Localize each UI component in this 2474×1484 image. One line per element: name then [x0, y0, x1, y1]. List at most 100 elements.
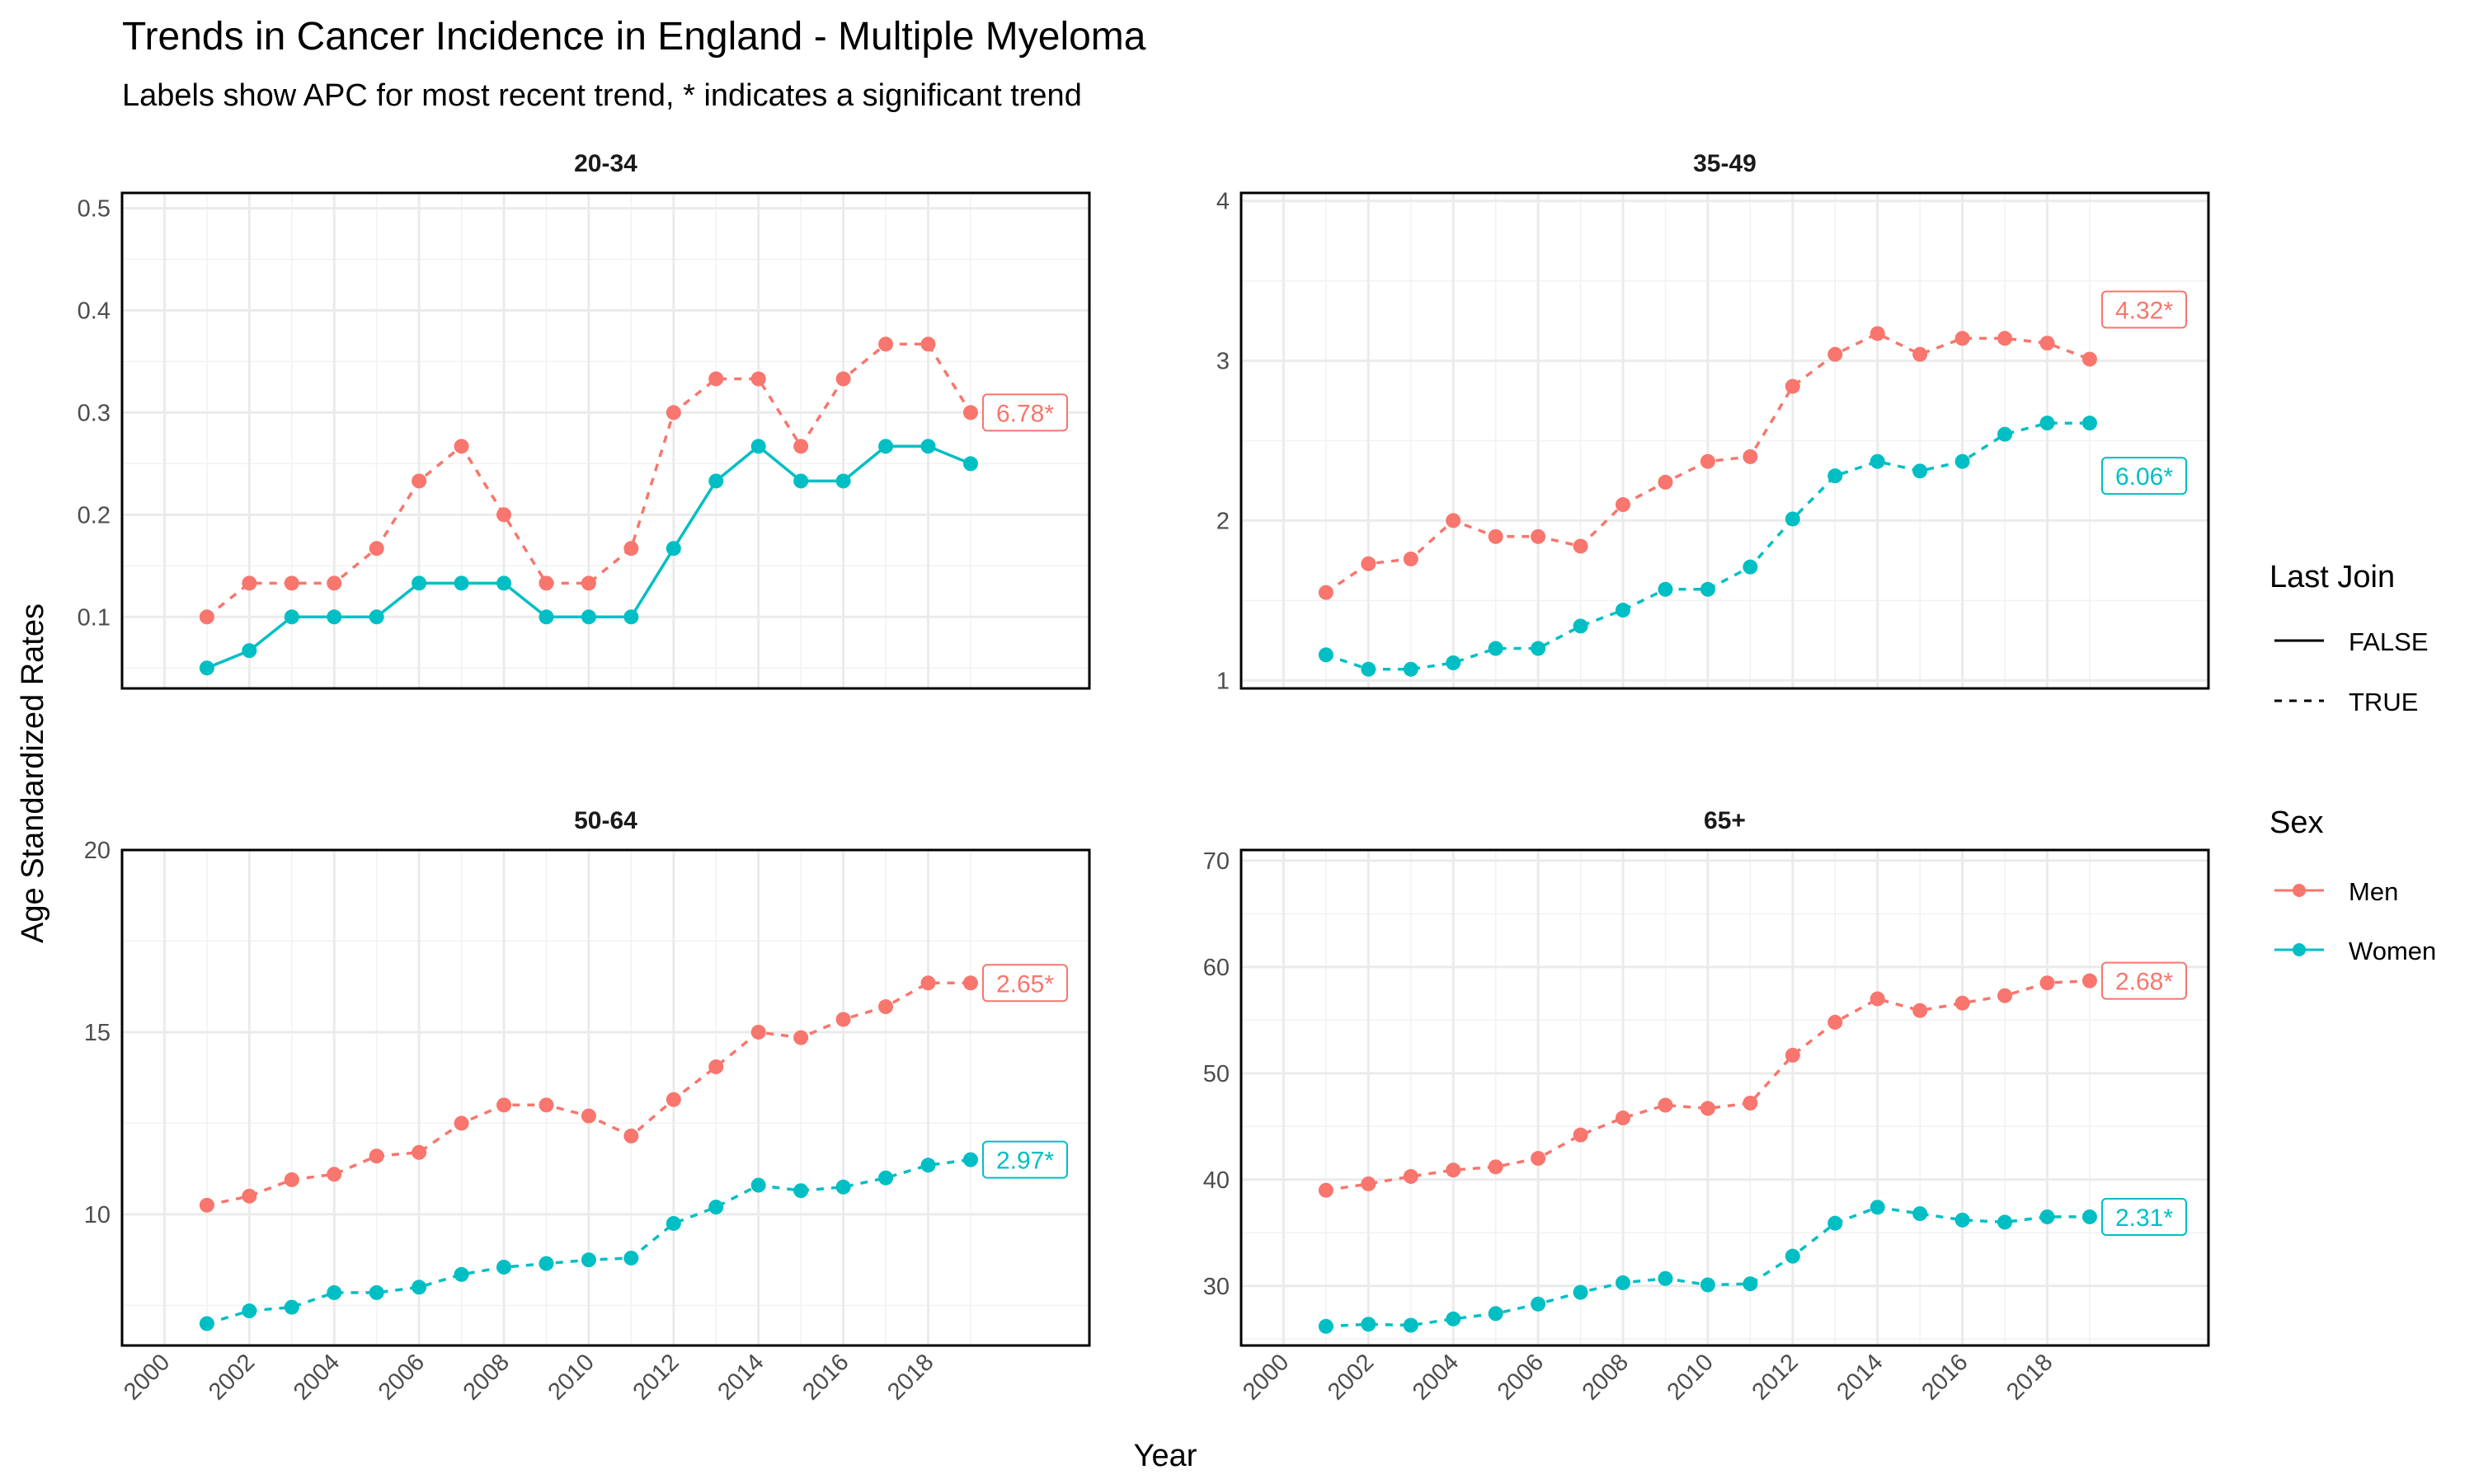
data-point: [1616, 1111, 1631, 1126]
legend-key-women-point: [2293, 943, 2306, 956]
apc-label-men: 2.68*: [2115, 969, 2173, 996]
data-point: [1616, 497, 1631, 513]
data-point: [242, 575, 257, 591]
panel-50-64: 50-64 10 15 20 2000 2002 2004 2006 2008 2010 2012 2…: [84, 807, 1091, 1406]
apc-label-women: 2.97*: [996, 1148, 1054, 1175]
data-point: [1700, 1277, 1715, 1293]
data-point: [1446, 1311, 1461, 1327]
x-tick-label: 2018: [2001, 1349, 2058, 1405]
data-point: [242, 643, 257, 659]
series-men: 4.32*: [1318, 290, 2187, 600]
data-point: [284, 575, 299, 591]
apc-label-box: [982, 393, 1068, 432]
data-point: [2081, 973, 2097, 989]
apc-label-box: [2101, 961, 2187, 1000]
data-point: [1997, 331, 2013, 346]
data-point: [496, 1259, 512, 1275]
data-point: [1446, 1162, 1461, 1178]
data-point: [1912, 463, 1928, 479]
data-point: [1573, 1127, 1588, 1143]
data-point: [539, 1097, 554, 1113]
data-point: [1827, 1014, 1843, 1030]
data-point: [1616, 603, 1631, 618]
data-point: [369, 1284, 384, 1300]
data-point: [1870, 453, 1885, 469]
x-tick-label: 2000: [119, 1349, 175, 1405]
x-tick-label: 2010: [543, 1349, 600, 1405]
data-point: [327, 575, 342, 591]
data-point: [581, 1108, 596, 1124]
apc-label-women: 6.06*: [2115, 463, 2173, 491]
legend-title-last-join: Last Join: [2269, 560, 2395, 594]
data-point: [920, 975, 936, 991]
data-point: [284, 1299, 299, 1315]
data-point: [1700, 453, 1715, 469]
data-point: [1912, 1003, 1928, 1018]
data-point: [1743, 1095, 1758, 1111]
facet-strip-label: 50-64: [574, 807, 637, 834]
data-point: [666, 541, 681, 556]
data-point: [1531, 1296, 1546, 1312]
data-point: [539, 1256, 554, 1271]
data-point: [242, 1303, 257, 1319]
data-point: [1403, 1317, 1418, 1333]
data-point: [1827, 346, 1843, 362]
series-men: 2.68*: [1318, 961, 2187, 1198]
data-point: [750, 371, 766, 387]
facet-strip-label: 20-34: [574, 150, 637, 177]
data-point: [1912, 346, 1928, 362]
y-tick-label: 50: [1203, 1061, 1230, 1087]
legend-label-men: Men: [2349, 877, 2398, 906]
data-point: [1954, 1212, 1970, 1228]
data-point: [199, 1316, 214, 1331]
data-point: [1488, 1306, 1503, 1322]
y-axis-title: Age Standardized Rates: [16, 603, 50, 943]
apc-label-box: [982, 1140, 1068, 1179]
data-point: [1361, 661, 1376, 677]
x-tick-label: 2016: [797, 1349, 854, 1405]
data-point: [835, 371, 851, 387]
data-point: [1827, 1215, 1843, 1231]
data-point: [835, 1012, 851, 1027]
data-point: [666, 1215, 681, 1231]
chart-title: Trends in Cancer Incidence in England - …: [122, 15, 1146, 59]
data-point: [539, 609, 554, 625]
series-men: 2.65*: [199, 964, 1068, 1213]
legend-item-men: Men: [2274, 877, 2398, 906]
panel-border: [120, 848, 1091, 1347]
data-point: [1700, 581, 1715, 597]
legend-item-false: FALSE: [2274, 627, 2429, 656]
data-point: [1785, 1248, 1800, 1264]
y-tick-label: 2: [1216, 508, 1230, 534]
x-tick-label: 2008: [459, 1349, 515, 1405]
data-point: [242, 1188, 257, 1204]
panel-65plus: 65+ 30 40 50 60 70 2000 2002 2004 2006 2008 2010 201…: [1203, 807, 2210, 1406]
data-point: [962, 1152, 978, 1167]
data-point: [878, 999, 894, 1015]
data-point: [623, 609, 639, 625]
y-tick-label: 15: [84, 1020, 111, 1046]
data-point: [1361, 556, 1376, 571]
data-point: [1658, 1097, 1673, 1113]
data-point: [1912, 1206, 1928, 1222]
data-point: [199, 1197, 214, 1213]
data-point: [1318, 1182, 1333, 1198]
data-point: [623, 1250, 639, 1266]
data-point: [1870, 1200, 1885, 1215]
y-tick-label: 40: [1203, 1167, 1230, 1194]
data-point: [327, 609, 342, 625]
data-point: [284, 609, 299, 625]
data-point: [1827, 468, 1843, 484]
data-point: [708, 1200, 724, 1215]
y-tick-label: 30: [1203, 1274, 1230, 1300]
data-point: [199, 609, 214, 625]
data-point: [496, 575, 512, 591]
legend-item-women: Women: [2274, 937, 2436, 965]
x-tick-label: 2004: [289, 1349, 345, 1405]
legend: Last Join FALSE TRUE Sex Men Women: [2269, 560, 2436, 965]
data-point: [666, 1092, 681, 1107]
data-point: [1361, 1176, 1376, 1191]
data-point: [835, 473, 851, 489]
data-point: [750, 1177, 766, 1193]
data-point: [623, 1128, 639, 1144]
